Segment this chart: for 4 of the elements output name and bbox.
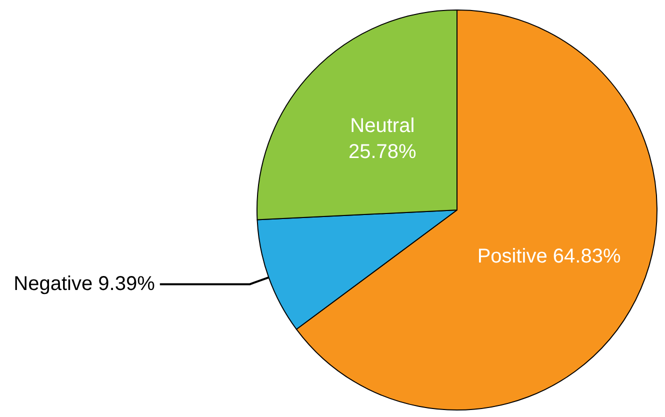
data-label: 25.78% <box>348 140 417 163</box>
slice-label: Negative 9.39% <box>14 273 156 296</box>
slice-label: Positive 64.83% <box>477 245 621 268</box>
slice-label: Neutral <box>350 114 415 137</box>
